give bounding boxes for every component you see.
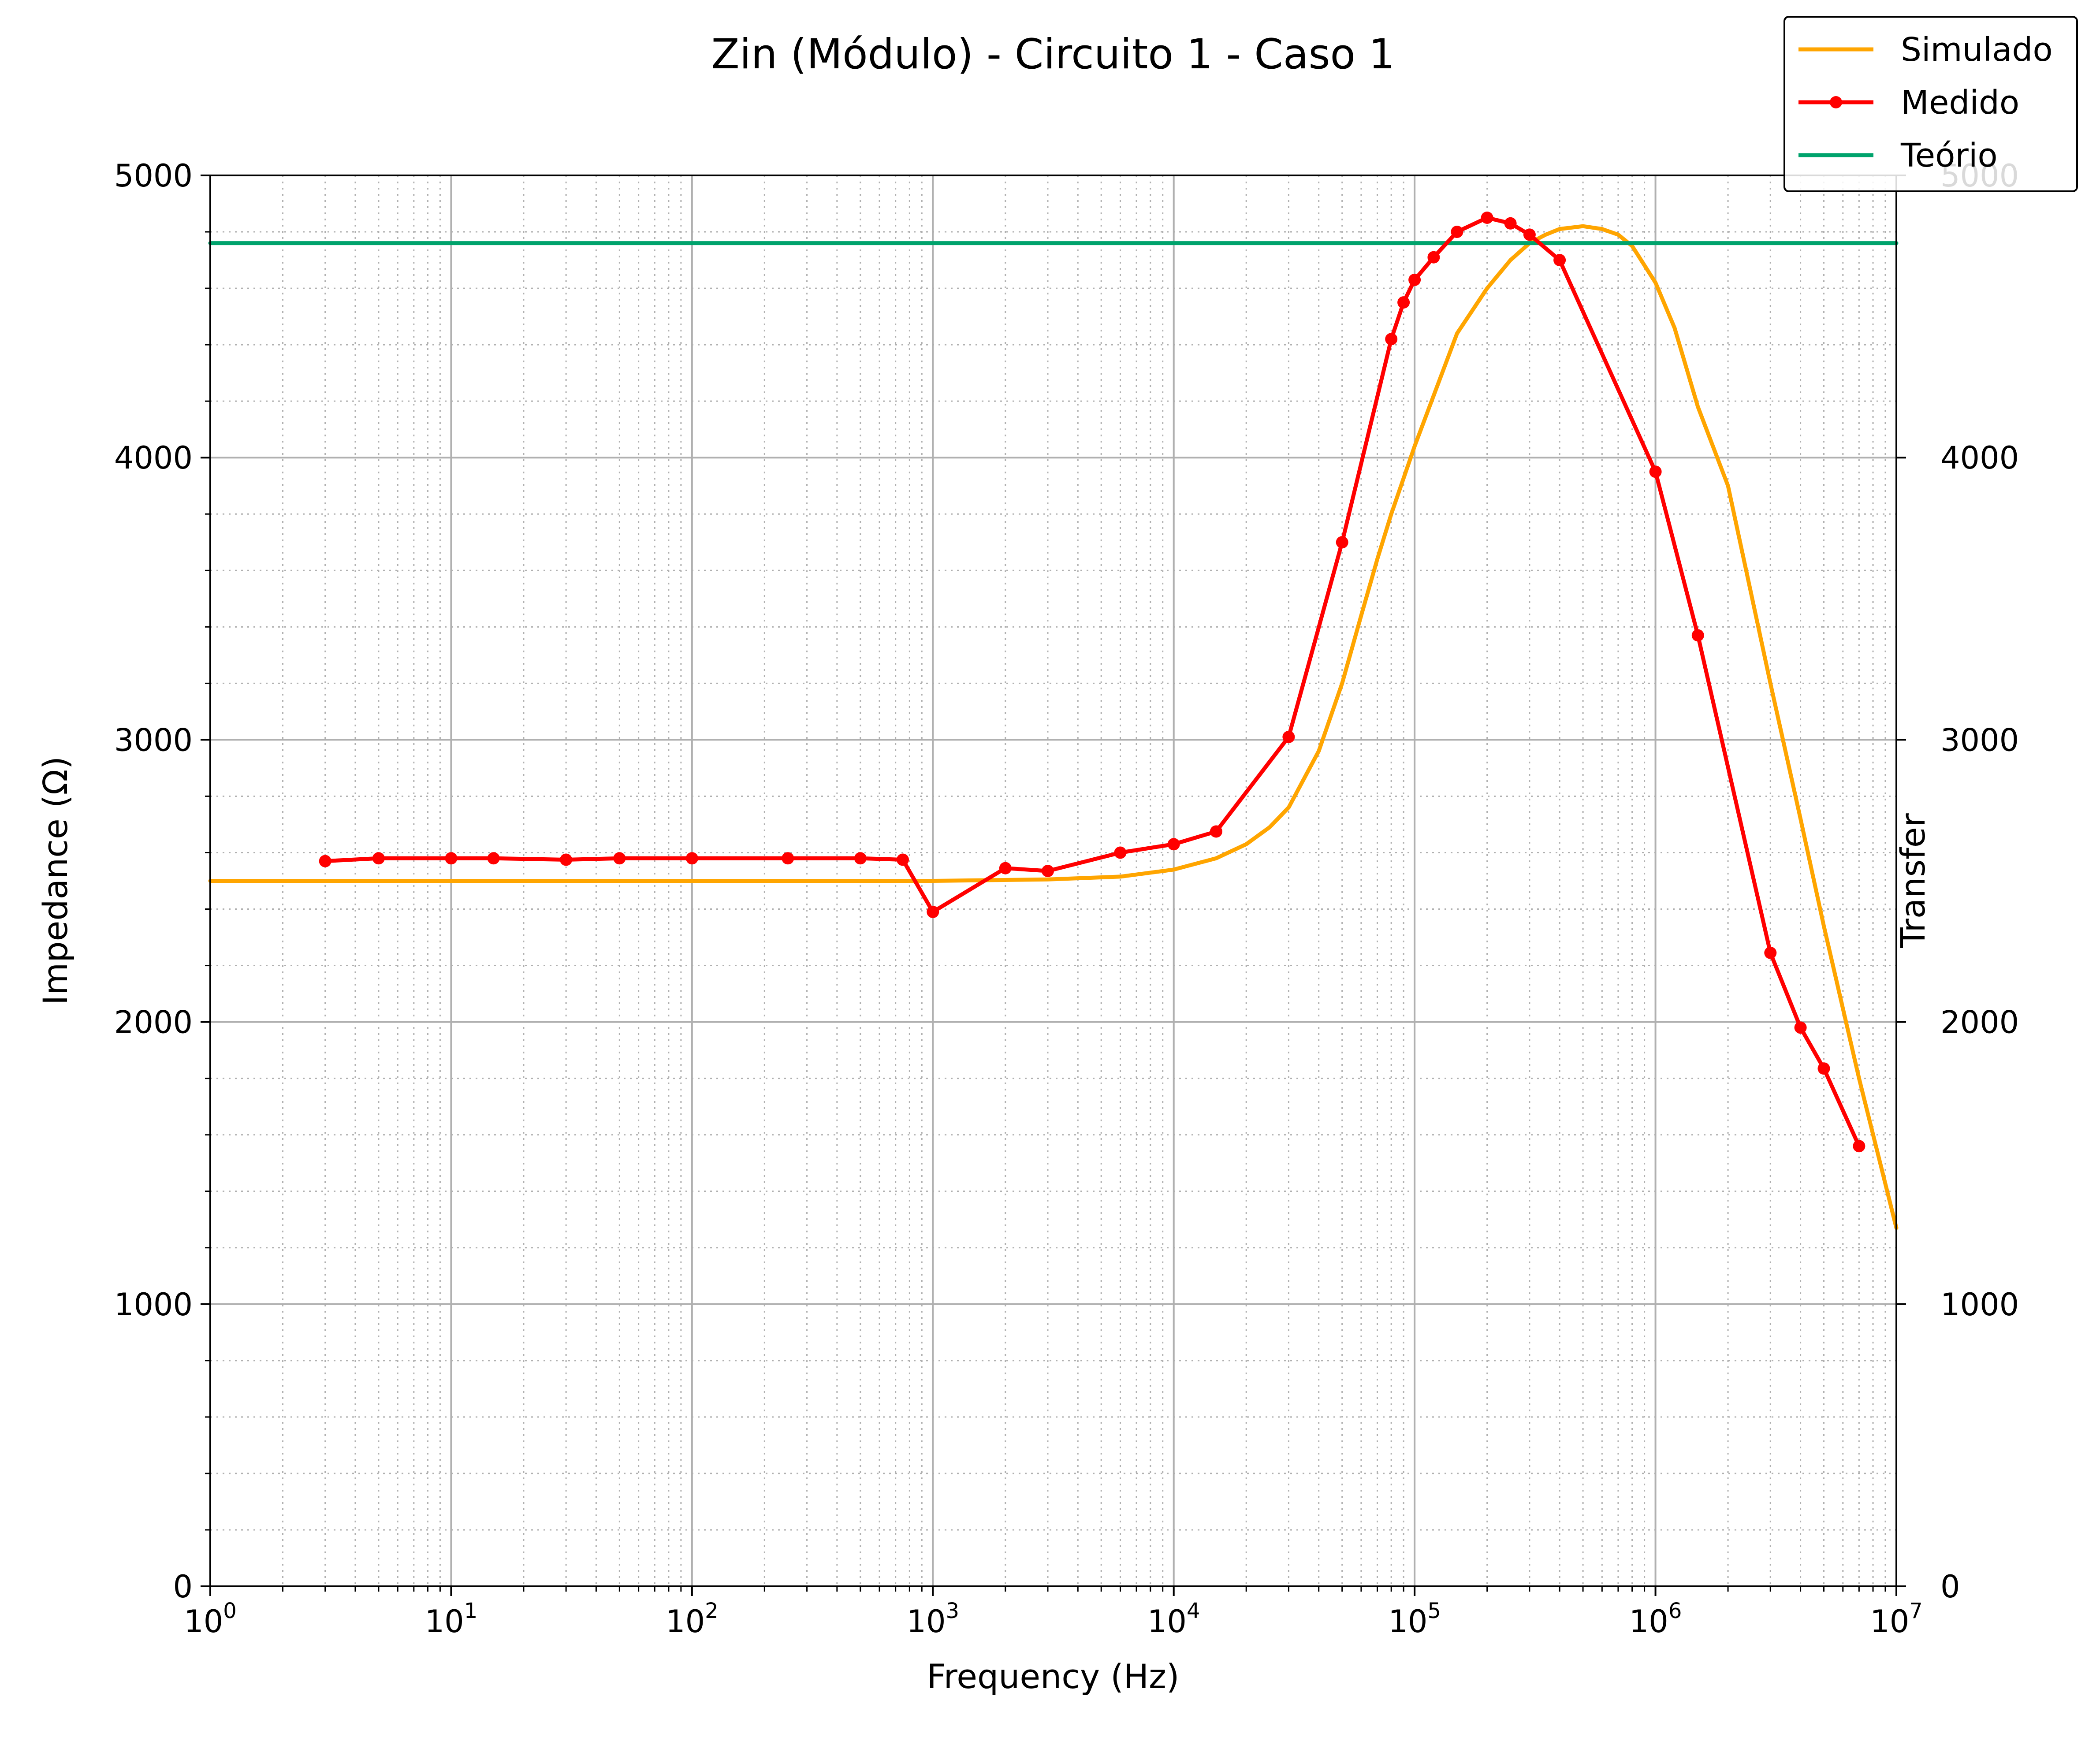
grid	[209, 175, 1897, 1587]
data-point-medido	[1691, 629, 1704, 642]
y-tick-label: 3000	[114, 722, 193, 758]
data-point-medido	[1523, 228, 1536, 241]
y2-axis-label: Transfer	[1893, 813, 1932, 948]
x-tick-label: 107	[1870, 1599, 1923, 1640]
data-point-medido	[1167, 838, 1180, 851]
y2-tick-label: 0	[1940, 1569, 1960, 1605]
x-tick-label: 101	[425, 1599, 478, 1640]
x-axis-label: Frequency (Hz)	[927, 1657, 1179, 1696]
data-point-medido	[1282, 731, 1295, 743]
y2-tick-label: 4000	[1940, 440, 2019, 476]
x-tick-label: 100	[184, 1599, 237, 1640]
y-tick-label: 2000	[114, 1004, 193, 1041]
y2-tick-label: 1000	[1940, 1287, 2019, 1323]
x-tick-label: 102	[666, 1599, 719, 1640]
data-point-medido	[560, 853, 573, 866]
x-tick-label: 106	[1629, 1599, 1682, 1640]
data-point-medido	[897, 853, 909, 866]
x-tick-label: 104	[1147, 1599, 1200, 1640]
data-point-medido	[999, 862, 1012, 874]
data-point-medido	[1504, 217, 1517, 230]
y2-tick-label: 3000	[1940, 722, 2019, 758]
legend-label-teorio: Teório	[1900, 137, 1998, 175]
axes: 100 101 102 103 104 105 106 107 0 1000 2000 3000 400…	[114, 158, 2019, 1640]
legend: Simulado Medido Teório	[1784, 16, 2078, 192]
y2-tick-label: 2000	[1940, 1004, 2019, 1041]
data-point-medido	[1794, 1021, 1807, 1034]
chart-title: Zin (Módulo) - Circuito 1 - Caso 1	[711, 30, 1395, 78]
y-tick-label: 1000	[114, 1287, 193, 1323]
data-point-medido	[1114, 846, 1127, 859]
data-point-medido	[487, 852, 500, 865]
data-point-medido	[685, 852, 698, 865]
y-tick-label: 5000	[114, 158, 193, 194]
data-point-medido	[372, 852, 385, 865]
data-point-medido	[1210, 825, 1222, 838]
legend-label-simulado: Simulado	[1901, 31, 2053, 69]
series-line-simulado	[208, 224, 1899, 1230]
data-point-medido	[1649, 465, 1662, 478]
series-layer	[208, 212, 1899, 1230]
data-point-medido	[1853, 1140, 1865, 1153]
y-axis-label: Impedance (Ω)	[36, 756, 75, 1005]
data-point-medido	[1042, 865, 1054, 878]
data-point-medido	[1385, 333, 1398, 346]
data-point-medido	[1817, 1062, 1830, 1075]
data-point-medido	[1553, 254, 1566, 267]
data-point-medido	[1397, 296, 1410, 309]
legend-marker-medido	[1830, 96, 1842, 108]
data-point-medido	[782, 852, 794, 865]
x-tick-label: 105	[1388, 1599, 1441, 1640]
data-point-medido	[445, 852, 458, 865]
data-point-medido	[1427, 251, 1440, 264]
y-tick-label: 0	[173, 1569, 193, 1605]
data-point-medido	[1481, 212, 1493, 224]
x-tick-label: 103	[906, 1599, 959, 1640]
data-point-medido	[1451, 226, 1463, 238]
legend-frame	[1784, 16, 2078, 192]
data-point-medido	[927, 905, 939, 918]
legend-label-medido: Medido	[1901, 84, 2019, 122]
data-point-medido	[1408, 273, 1421, 286]
data-point-medido	[613, 852, 626, 865]
data-point-medido	[1764, 946, 1777, 959]
data-point-medido	[319, 855, 331, 867]
y-tick-label: 4000	[114, 440, 193, 476]
data-point-medido	[854, 852, 867, 865]
data-point-medido	[1336, 536, 1348, 549]
